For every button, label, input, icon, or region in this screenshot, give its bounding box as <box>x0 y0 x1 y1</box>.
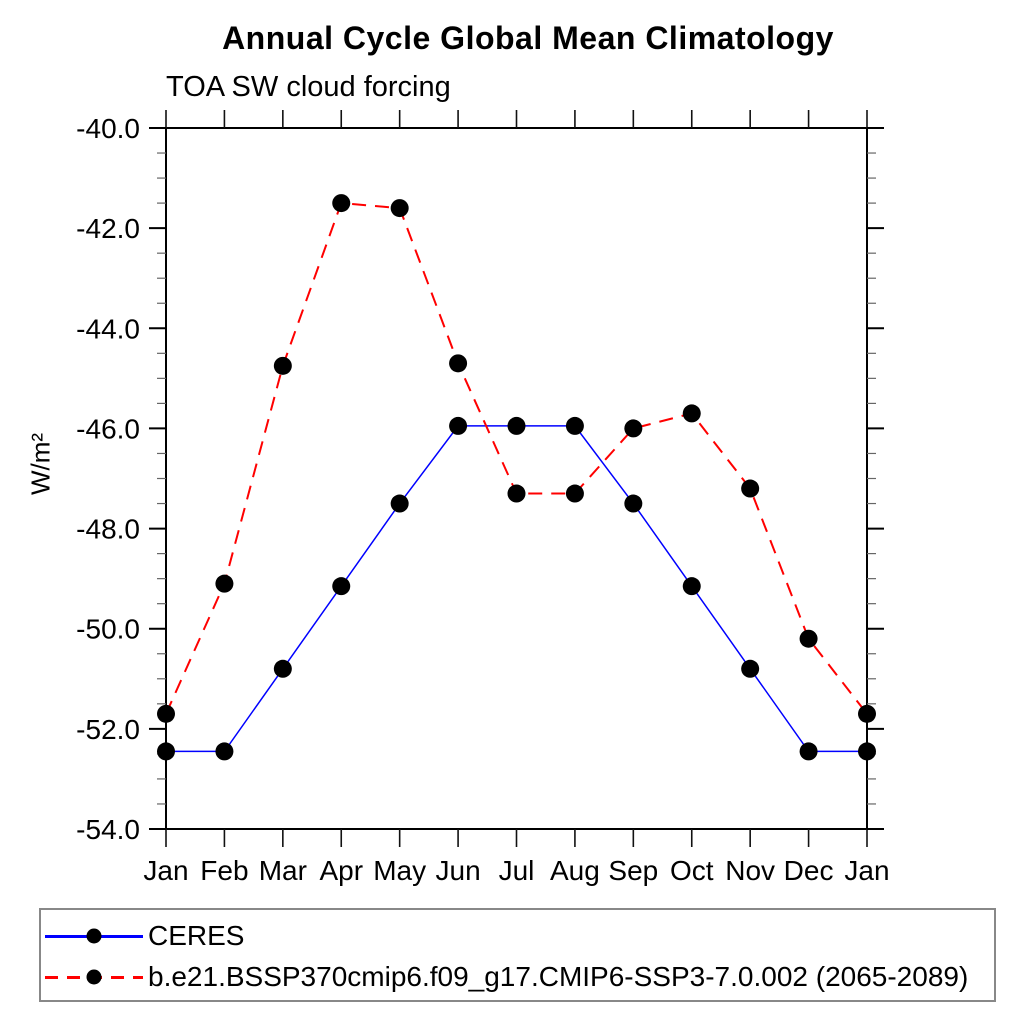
chart-subtitle: TOA SW cloud forcing <box>166 71 451 103</box>
model-line-sample <box>45 969 143 985</box>
plot-area: Jan Feb Mar Apr May Jun Jul Aug Sep Oct Nov Dec Jan-… <box>76 110 890 886</box>
x-tick-label: Dec <box>784 855 834 886</box>
data-point-marker <box>273 356 292 375</box>
data-point-marker <box>507 416 526 435</box>
data-point-marker <box>858 704 876 723</box>
x-tick-label: Jun <box>436 855 481 886</box>
y-tick-label: -54.0 <box>76 814 140 845</box>
data-point-marker <box>157 742 175 761</box>
chart-title: Annual Cycle Global Mean Climatology <box>222 20 834 56</box>
data-point-marker <box>449 354 468 373</box>
data-point-marker <box>332 194 351 213</box>
x-axis-ticks: Jan Feb Mar Apr May Jun Jul Aug Sep Oct Nov Dec Jan <box>143 110 890 886</box>
legend-item-ceres: CERES <box>45 919 244 953</box>
y-axis-ticks: -40.0 -42.0 -44.0 -46.0 -48.0 -50.0 -52.0 -54.0 <box>76 113 884 845</box>
series-ceres <box>157 416 876 761</box>
legend-item-model: b.e21.BSSP370cmip6.f09_g17.CMIP6-SSP3-7.… <box>45 960 968 994</box>
data-point-marker <box>215 574 234 593</box>
data-point-marker <box>799 629 818 648</box>
x-tick-label: Sep <box>608 855 658 886</box>
y-tick-label: -40.0 <box>76 113 140 144</box>
data-point-marker <box>215 742 234 761</box>
data-point-marker <box>332 577 351 596</box>
y-tick-label: -50.0 <box>76 614 140 645</box>
data-point-marker <box>390 199 409 218</box>
marker-dot-icon <box>86 969 102 985</box>
series-line <box>165 202 868 715</box>
data-point-marker <box>565 416 584 435</box>
ceres-line-sample <box>45 928 143 944</box>
series-model <box>157 194 876 723</box>
x-tick-label: Nov <box>725 855 775 886</box>
data-point-marker <box>682 577 701 596</box>
legend-label-ceres: CERES <box>148 920 245 951</box>
y-tick-label: -46.0 <box>76 413 140 444</box>
data-point-marker <box>741 479 760 498</box>
data-point-marker <box>682 404 701 423</box>
y-tick-label: -42.0 <box>76 213 140 244</box>
x-tick-label: Feb <box>200 855 248 886</box>
x-tick-label: Apr <box>319 855 363 886</box>
data-point-marker <box>157 704 175 723</box>
y-tick-label: -52.0 <box>76 714 140 745</box>
data-point-marker <box>624 494 643 513</box>
x-tick-label: Aug <box>550 855 600 886</box>
x-tick-label: Jan <box>844 855 889 886</box>
data-point-marker <box>858 742 876 761</box>
data-point-marker <box>273 659 292 678</box>
legend-label-model: b.e21.BSSP370cmip6.f09_g17.CMIP6-SSP3-7.… <box>148 961 969 992</box>
y-axis-minor-ticks <box>157 152 876 805</box>
x-tick-label: Oct <box>670 855 714 886</box>
series-line <box>166 425 867 753</box>
data-point-marker <box>624 419 643 438</box>
y-tick-label: -48.0 <box>76 514 140 545</box>
marker-dot-icon <box>86 928 102 944</box>
x-tick-label: Jul <box>499 855 535 886</box>
plot-frame <box>165 127 868 830</box>
data-point-marker <box>741 659 760 678</box>
x-tick-label: Jan <box>143 855 188 886</box>
data-point-marker <box>799 742 818 761</box>
x-tick-label: May <box>373 855 426 886</box>
data-point-marker <box>565 484 584 503</box>
legend: CERES b.e21.BSSP370cmip6.f09_g17.CMIP6-S… <box>39 908 996 1002</box>
data-point-marker <box>390 494 409 513</box>
y-tick-label: -44.0 <box>76 313 140 344</box>
data-point-marker <box>449 416 468 435</box>
x-tick-label: Mar <box>259 855 307 886</box>
data-point-marker <box>507 484 526 503</box>
